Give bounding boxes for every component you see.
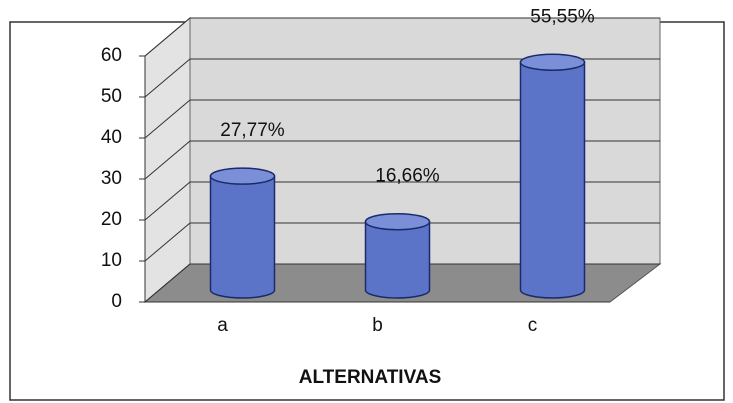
value-label: 55,55% <box>530 6 595 27</box>
bar-top <box>364 212 431 231</box>
value-label: 27,77% <box>220 120 285 141</box>
grid-line <box>144 58 660 98</box>
y-tick-label: 40 <box>101 127 122 148</box>
x-axis-label: ALTERNATIVAS <box>299 367 442 388</box>
bar-body <box>209 175 276 299</box>
bar-top <box>519 53 586 71</box>
value-label: 16,66% <box>375 166 440 187</box>
bar-top <box>209 167 276 185</box>
grid-line <box>144 181 660 221</box>
y-tick-label: 60 <box>101 45 122 66</box>
y-tick-label: 20 <box>101 209 122 230</box>
bar-body <box>519 61 586 299</box>
y-tick-label: 10 <box>101 250 122 271</box>
grid-line <box>144 99 660 139</box>
grid-line <box>144 222 660 262</box>
grid-line <box>144 17 660 57</box>
y-tick-label: 50 <box>101 86 122 107</box>
x-tick-label: c <box>528 315 538 336</box>
x-tick-label: a <box>217 315 228 336</box>
grid-line <box>144 140 660 180</box>
y-tick-label: 0 <box>111 291 122 312</box>
grid-line <box>144 263 660 303</box>
bar-body <box>364 220 431 299</box>
y-tick-label: 30 <box>101 168 122 189</box>
x-tick-label: b <box>372 315 383 336</box>
